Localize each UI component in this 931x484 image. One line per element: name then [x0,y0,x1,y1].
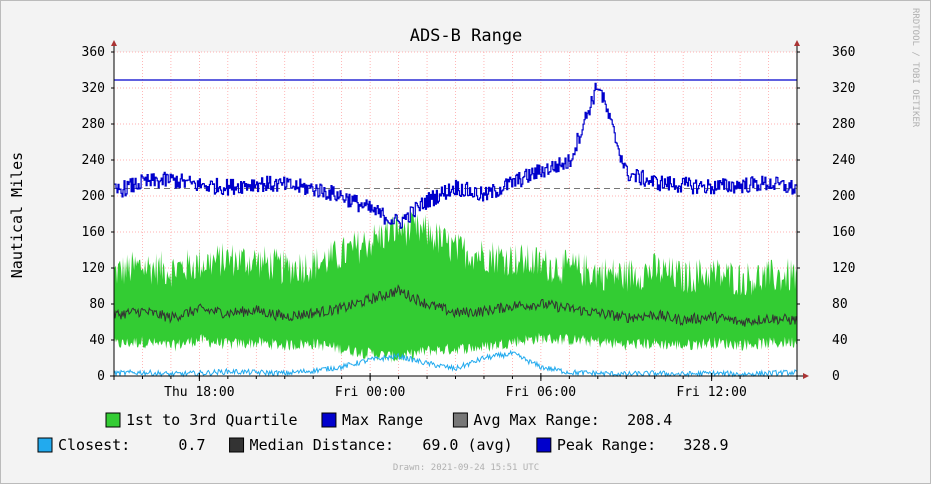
y-ticks-right: 0 40 80 120 160 200 240 280 320 360 [797,45,855,384]
y-tick-label-left: 120 [82,261,105,276]
y-tick-label-right: 360 [832,45,855,60]
x-axis-arrow [803,373,809,379]
legend-row-1: 1st to 3rd Quartile Max Range Avg Max Rang… [105,411,672,429]
x-tick-label: Fri 00:00 [335,385,405,400]
y-tick-label-right: 240 [832,153,855,168]
legend-label: 1st to 3rd Quartile [126,411,298,429]
y-tick-label-right: 40 [832,333,848,348]
y-tick-label-left: 0 [97,369,105,384]
y-tick-label-left: 360 [82,45,105,60]
legend-label: Peak Range: [557,436,656,454]
chart-title: ADS-B Range [410,26,523,46]
y-ticks-left: 0 40 80 120 160 200 240 280 320 360 [82,45,114,384]
x-tick-label: Thu 18:00 [164,385,234,400]
x-tick-label: Fri 12:00 [676,385,746,400]
y-tick-label-right: 120 [832,261,855,276]
legend-swatch [452,412,468,428]
y-tick-label-left: 80 [89,297,105,312]
y-axis-arrow-right [794,40,800,46]
y-tick-label-right: 0 [832,369,840,384]
drawn-timestamp: Drawn: 2021-09-24 15:51 UTC [393,463,539,473]
legend-label: Avg Max Range: [473,411,599,429]
quartile-band [114,211,797,363]
y-tick-label-right: 280 [832,117,855,132]
legend-label: Max Range [342,411,423,429]
y-tick-label-left: 240 [82,153,105,168]
y-tick-label-left: 320 [82,81,105,96]
x-tick-label: Fri 06:00 [506,385,576,400]
x-ticks: Thu 18:00 Fri 00:00 Fri 06:00 Fri 12:00 [113,373,798,400]
y-tick-label-right: 160 [832,225,855,240]
y-axis-arrow-left [111,40,117,46]
y-tick-label-right: 320 [832,81,855,96]
y-axis-label: Nautical Miles [8,152,26,278]
y-tick-label-left: 160 [82,225,105,240]
legend-swatch [37,437,53,453]
legend-swatch [229,437,245,453]
max-range-line [114,82,798,229]
y-tick-label-left: 40 [89,333,105,348]
legend-label: Median Distance: [250,436,394,454]
y-tick-label-right: 80 [832,297,848,312]
legend-value: 0.7 [178,436,205,454]
y-tick-label-right: 200 [832,189,855,204]
y-tick-label-left: 200 [82,189,105,204]
legend-value: 69.0 (avg) [422,436,512,454]
legend-swatch [105,412,121,428]
legend-swatch [536,437,552,453]
legend-value: 328.9 [683,436,728,454]
median-distance-line [113,284,798,327]
axes [110,40,809,380]
legend-label: Closest: [58,436,130,454]
legend-swatch [321,412,337,428]
legend-value: 208.4 [627,411,672,429]
closest-line [113,349,798,378]
y-tick-label-left: 280 [82,117,105,132]
series-group [113,79,798,378]
rrdtool-watermark: RRDTOOL / TOBI OETIKER [910,8,920,128]
legend-row-2: Closest: 0.7 Median Distance: 69.0 (avg) Pea… [37,436,729,454]
